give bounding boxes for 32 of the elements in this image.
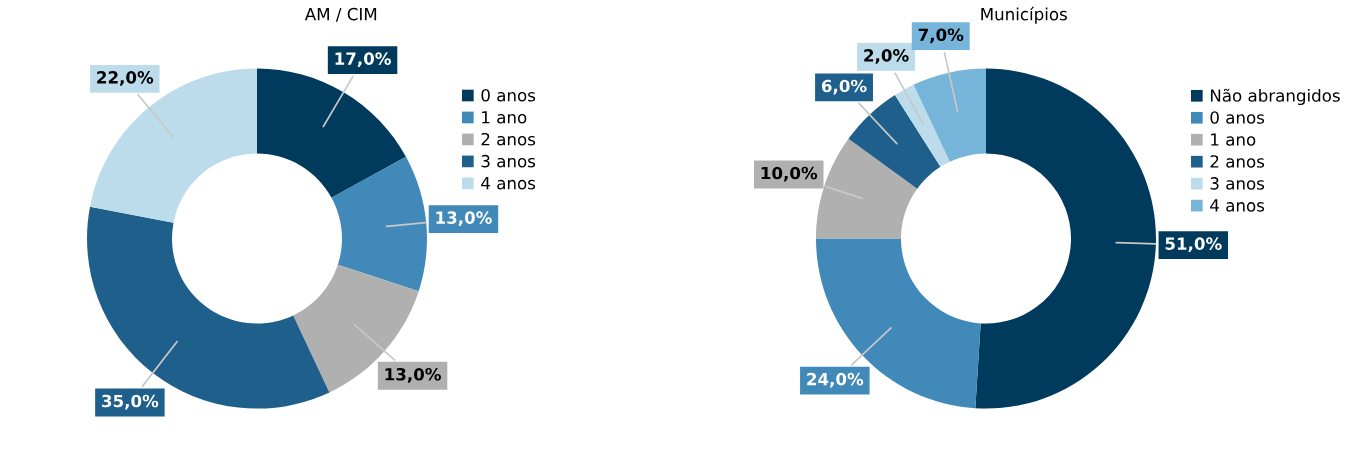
data-label: 17,0% [335,52,391,68]
data-label: 51,0% [1165,237,1222,253]
chart-title: Municípios [981,6,1067,24]
data-label: 2,0% [864,49,909,64]
legend-label: 3 anos [481,154,536,168]
chart-title: AM / CIM [304,7,377,22]
data-label: 13,0% [385,367,441,383]
legend-label: 4 anos [1210,199,1265,212]
data-label: 13,0% [436,211,492,227]
data-label: 24,0% [807,372,864,388]
legend-label: 3 anos [1210,177,1265,190]
legend-label: 2 anos [1210,155,1265,168]
donut-slice [87,206,330,409]
data-label: 22,0% [97,71,154,86]
data-label: 6,0% [821,79,867,95]
donut-slice [257,68,406,198]
legend-label: 1 ano [1211,133,1256,146]
legend-label: 1 ano [482,111,527,124]
legend-label: 0 anos [1210,111,1265,124]
data-label: 35,0% [102,394,159,410]
donut-slice [848,95,941,189]
data-label: 7,0% [918,28,964,44]
donut-slice [331,156,427,292]
legend-label: Não abrangidos [1210,88,1340,106]
donut-slice [894,84,950,167]
donut-slice [90,68,257,223]
legend-label: 0 anos [481,88,536,102]
data-label: 10,0% [761,166,818,182]
donut-slice [975,68,1156,409]
donut-slice [913,68,986,162]
legend-label: 4 anos [481,177,536,190]
legend-label: 2 anos [481,132,536,146]
